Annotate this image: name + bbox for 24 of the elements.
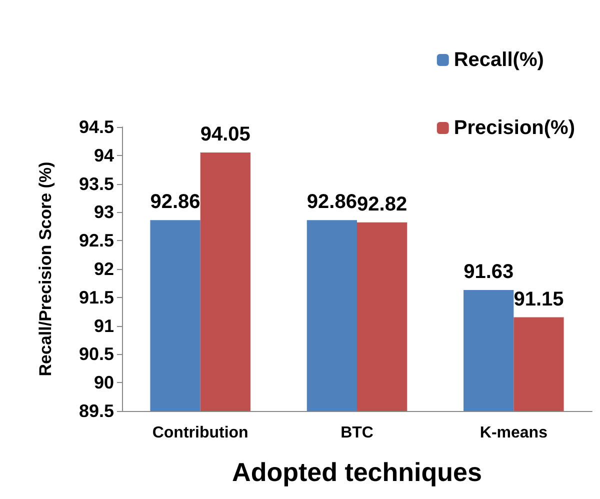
y-tick-label: 94: [94, 145, 114, 166]
x-tick-label: BTC: [340, 424, 374, 442]
x-tick-label: K-means: [480, 424, 548, 442]
y-tick-label: 91: [94, 316, 114, 336]
x-axis-title: Adopted techniques: [232, 457, 482, 487]
y-axis-title: Recall/Precision Score (%): [36, 162, 55, 376]
data-label: 94.05: [200, 124, 250, 146]
data-label: 92.86: [150, 191, 200, 214]
data-label: 91.63: [464, 261, 514, 284]
legend-label: Precision(%): [454, 117, 576, 139]
y-tick-label: 91.5: [78, 287, 114, 308]
y-tick-label: 92: [94, 259, 114, 279]
y-tick-label: 90.5: [78, 344, 114, 364]
data-label: 91.15: [514, 288, 564, 310]
legend-label: Recall(%): [454, 49, 544, 71]
y-tick-label: 93.5: [78, 174, 114, 194]
data-label: 92.82: [357, 193, 408, 216]
y-tick-label: 90: [94, 372, 114, 393]
data-label: 92.86: [306, 191, 357, 214]
y-tick-label: 93: [94, 202, 114, 222]
x-tick-label: Contribution: [152, 424, 248, 442]
y-tick-label: 92.5: [78, 230, 114, 251]
y-tick-label: 89.5: [78, 401, 114, 421]
y-tick-label: 94.5: [78, 117, 114, 137]
